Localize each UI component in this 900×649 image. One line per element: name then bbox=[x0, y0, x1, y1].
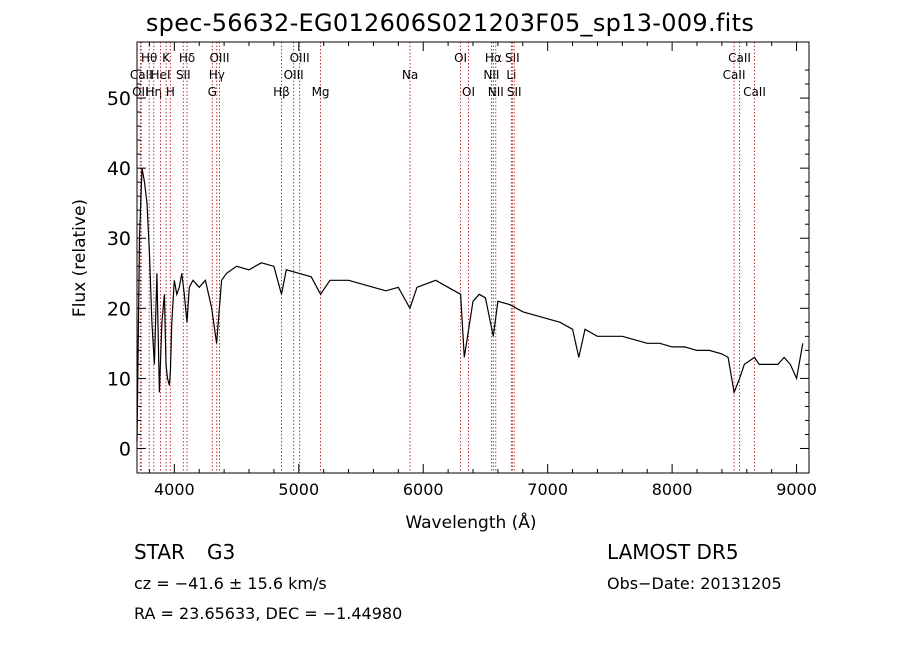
line-label: G bbox=[208, 85, 217, 99]
spectrum-line bbox=[136, 167, 804, 442]
x-axis: 4000 5000 6000 7000 8000 9000 bbox=[148, 42, 817, 499]
y-tick-label: 40 bbox=[107, 158, 131, 180]
x-tick-label: 6000 bbox=[403, 480, 444, 499]
line-label: OIII bbox=[209, 51, 229, 65]
line-label: HeI bbox=[151, 68, 171, 82]
x-tick-label: 8000 bbox=[652, 480, 693, 499]
survey-label: LAMOST DR5 bbox=[607, 540, 739, 564]
line-label: Li bbox=[506, 68, 516, 82]
line-label: Hβ bbox=[273, 85, 290, 99]
object-subclass: G3 bbox=[207, 540, 236, 564]
y-tick-label: 20 bbox=[107, 298, 131, 320]
line-label: CaII bbox=[728, 51, 751, 65]
y-axis: 0 10 20 30 40 50 bbox=[107, 69, 809, 460]
y-tick-label: 50 bbox=[107, 88, 131, 110]
line-label: NII bbox=[488, 85, 504, 99]
line-label: SII bbox=[176, 68, 191, 82]
line-label: CaII bbox=[743, 85, 766, 99]
spectral-line-markers: OIICaIIHθHηHeIKHSIIHδGHγOIIIHβOIIIOIIIMg… bbox=[130, 42, 766, 473]
x-tick-label: 5000 bbox=[278, 480, 319, 499]
line-label: OI bbox=[462, 85, 475, 99]
x-tick-label: 7000 bbox=[527, 480, 568, 499]
line-label: Hγ bbox=[209, 68, 225, 82]
line-label: Hη bbox=[145, 85, 162, 99]
cz-readout: cz = −41.6 ± 15.6 km/s bbox=[134, 574, 327, 593]
y-tick-label: 0 bbox=[119, 438, 131, 460]
x-tick-label: 4000 bbox=[154, 480, 195, 499]
line-label: OII bbox=[132, 85, 149, 99]
plot-frame bbox=[136, 41, 810, 474]
line-label: Na bbox=[402, 68, 418, 82]
chart-title: spec-56632-EG012606S021203F05_sp13-009.f… bbox=[145, 9, 755, 37]
line-label: NII bbox=[483, 68, 499, 82]
line-label: Hα bbox=[485, 51, 502, 65]
line-label: OI bbox=[454, 51, 467, 65]
line-label: SII bbox=[507, 85, 522, 99]
line-label: CaII bbox=[723, 68, 746, 82]
line-label: CaII bbox=[130, 68, 153, 82]
line-label: Mg bbox=[312, 85, 330, 99]
line-label: SII bbox=[505, 51, 520, 65]
line-label: OIII bbox=[284, 68, 304, 82]
y-axis-label: Flux (relative) bbox=[70, 199, 90, 317]
line-label: Hδ bbox=[179, 51, 195, 65]
line-label: K bbox=[162, 51, 171, 65]
y-tick-label: 10 bbox=[107, 368, 131, 390]
line-label: OIII bbox=[290, 51, 310, 65]
line-label: H bbox=[166, 85, 175, 99]
line-label: Hθ bbox=[141, 51, 157, 65]
object-class: STAR bbox=[134, 540, 185, 564]
x-axis-label: Wavelength (Å) bbox=[405, 511, 536, 533]
x-tick-label: 9000 bbox=[776, 480, 817, 499]
y-tick-label: 30 bbox=[107, 228, 131, 250]
coordinates: RA = 23.65633, DEC = −1.44980 bbox=[134, 604, 403, 623]
obs-date: Obs−Date: 20131205 bbox=[607, 574, 782, 593]
